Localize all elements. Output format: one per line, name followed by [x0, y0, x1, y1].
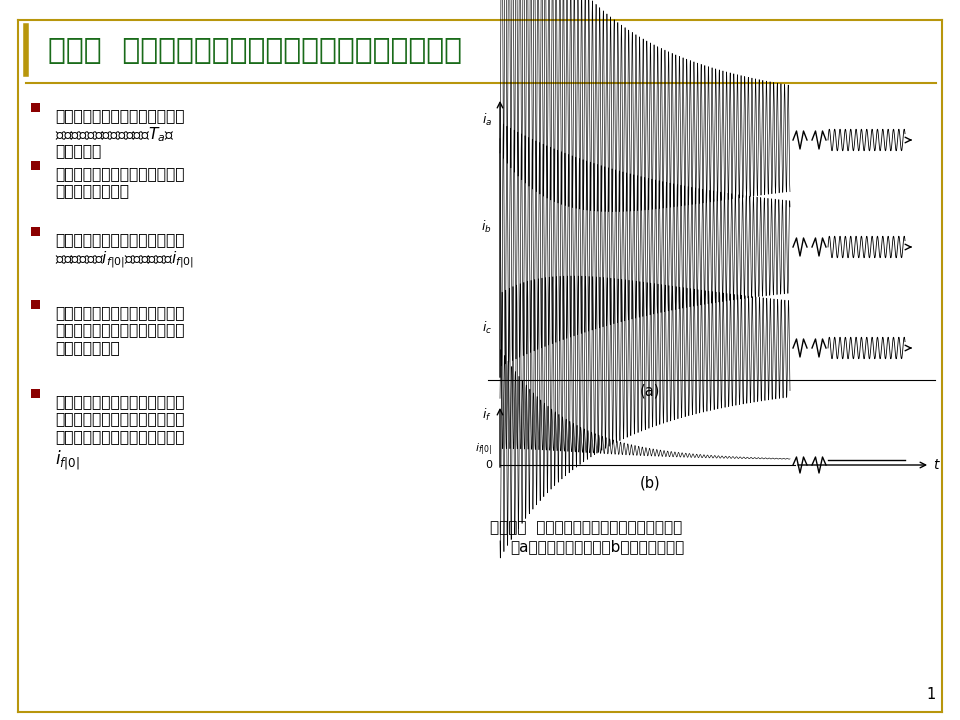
Text: $i_{f|0|}$: $i_{f|0|}$: [55, 449, 80, 472]
Text: 0: 0: [485, 460, 492, 470]
Bar: [31, 161, 40, 170]
Text: 后衰减至零，衰减时间常数与定: 后衰减至零，衰减时间常数与定: [55, 323, 184, 338]
Text: 定子短路电流中周期分量的幅值: 定子短路电流中周期分量的幅值: [55, 166, 184, 181]
Text: $i_c$: $i_c$: [482, 320, 492, 336]
Text: 定子和转子回路电流在突然短路: 定子和转子回路电流在突然短路: [55, 394, 184, 409]
Text: 子直流分量相同: 子直流分量相同: [55, 340, 120, 355]
Text: （a）三相定子电流；（b）励磁回路电流: （a）三相定子电流；（b）励磁回路电流: [510, 539, 684, 554]
Text: (b): (b): [639, 475, 660, 490]
Text: 转子绕组的直流分量在短路后瞬: 转子绕组的直流分量在短路后瞬: [55, 232, 184, 247]
Text: 间大于正常值$i_{f|0|}$，最后衰减至$i_{f|0|}$: 间大于正常值$i_{f|0|}$，最后衰减至$i_{f|0|}$: [55, 250, 194, 271]
Text: 初值为零，转子励磁回路电流为: 初值为零，转子励磁回路电流为: [55, 429, 184, 444]
Text: $t$: $t$: [933, 458, 941, 472]
Bar: [31, 227, 40, 236]
Text: $i_b$: $i_b$: [481, 219, 492, 235]
Bar: [31, 300, 40, 309]
Bar: [31, 103, 40, 112]
Text: $i_f$: $i_f$: [482, 407, 492, 423]
Bar: [31, 389, 40, 398]
Text: 瞬间均不突变，即定子短路电流: 瞬间均不突变，即定子短路电流: [55, 412, 184, 426]
Text: 第一节  空载下定子端部突然三相短路电流波形分析: 第一节 空载下定子端部突然三相短路电流波形分析: [48, 37, 462, 66]
Text: 数规律衰减，衰减时间常数$T_a$约: 数规律衰减，衰减时间常数$T_a$约: [55, 125, 175, 144]
Text: 图２－１  同步发电机三相短路后实测电流波形: 图２－１ 同步发电机三相短路后实测电流波形: [490, 520, 683, 535]
Text: 1: 1: [926, 687, 936, 702]
Text: 也呈指数规律衰减: 也呈指数规律衰减: [55, 184, 129, 199]
Text: (a): (a): [639, 383, 660, 398]
Text: 定子短路电流含直流分量，按指: 定子短路电流含直流分量，按指: [55, 108, 184, 123]
Text: $i_{f|0|}$: $i_{f|0|}$: [475, 441, 492, 457]
Text: 为零点几秒: 为零点几秒: [55, 143, 101, 158]
Text: $i_a$: $i_a$: [482, 112, 492, 128]
Text: 转子绕组中出现了交流分量，最: 转子绕组中出现了交流分量，最: [55, 305, 184, 320]
